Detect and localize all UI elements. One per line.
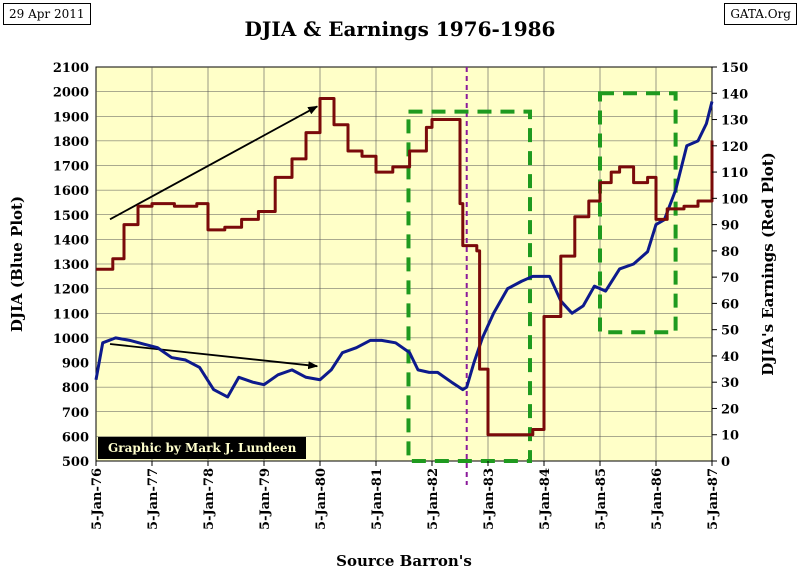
y2-tick-label: 40 bbox=[721, 350, 739, 365]
y-tick-label: 1800 bbox=[53, 135, 89, 150]
y-tick-label: 1500 bbox=[53, 209, 89, 224]
x-tick-label: 5-Jan-87 bbox=[706, 468, 721, 530]
x-tick-label: 5-Jan-84 bbox=[538, 468, 553, 530]
x-tick-label: 5-Jan-80 bbox=[314, 468, 329, 530]
date-stamp: 29 Apr 2011 bbox=[3, 3, 91, 25]
y-tick-label: 1700 bbox=[53, 160, 89, 175]
highlight-box bbox=[598, 91, 678, 335]
x-tick-label: 5-Jan-78 bbox=[202, 468, 217, 530]
y-tick-label: 2100 bbox=[53, 61, 89, 76]
y-tick-label: 700 bbox=[62, 406, 89, 421]
y-tick-label: 600 bbox=[62, 430, 89, 445]
y2-tick-label: 130 bbox=[721, 114, 748, 129]
y-tick-label: 1600 bbox=[53, 184, 89, 199]
djia-series-line bbox=[94, 101, 714, 399]
x-tick-label: 5-Jan-82 bbox=[426, 468, 441, 530]
y-tick-label: 800 bbox=[62, 381, 89, 396]
earnings-series-line bbox=[96, 97, 714, 437]
highlight-box bbox=[406, 109, 533, 464]
x-tick-label: 5-Jan-81 bbox=[370, 468, 385, 530]
y2-tick-label: 90 bbox=[721, 219, 739, 234]
series bbox=[94, 97, 714, 437]
y-axis-label: DJIA (Blue Plot) bbox=[8, 196, 26, 332]
y2-axis-label: DJIA's Earnings (Red Plot) bbox=[759, 152, 777, 376]
x-tick-label: 5-Jan-79 bbox=[258, 468, 273, 530]
y-tick-label: 2000 bbox=[53, 86, 89, 101]
gridlines bbox=[96, 67, 712, 461]
y2-tick-label: 20 bbox=[721, 402, 739, 417]
trend-arrow bbox=[109, 343, 319, 370]
y-tick-label: 1200 bbox=[53, 283, 89, 298]
x-tick-label: 5-Jan-85 bbox=[594, 468, 609, 530]
credit-label: Graphic by Mark J. Lundeen bbox=[98, 437, 307, 459]
y2-tick-label: 10 bbox=[721, 429, 739, 444]
y-tick-label: 1000 bbox=[53, 332, 89, 347]
trend-arrow bbox=[109, 105, 319, 221]
y2-tick-label: 70 bbox=[721, 271, 739, 286]
y2-tick-label: 120 bbox=[721, 140, 748, 155]
y2-tick-label: 140 bbox=[721, 87, 748, 102]
y-tick-label: 500 bbox=[62, 455, 89, 470]
y2-tick-label: 30 bbox=[721, 376, 739, 391]
y2-tick-label: 0 bbox=[721, 455, 730, 470]
y2-tick-label: 50 bbox=[721, 324, 739, 339]
y-tick-label: 1300 bbox=[53, 258, 89, 273]
x-tick-label: 5-Jan-86 bbox=[650, 468, 665, 530]
y2-tick-label: 150 bbox=[721, 61, 748, 76]
axes: 5006007008009001000110012001300140015001… bbox=[53, 61, 748, 530]
x-tick-label: 5-Jan-83 bbox=[482, 468, 497, 530]
y-tick-label: 900 bbox=[62, 357, 89, 372]
chart-title: DJIA & Earnings 1976-1986 bbox=[245, 17, 556, 41]
y2-tick-label: 60 bbox=[721, 297, 739, 312]
annotations bbox=[109, 67, 678, 485]
y-tick-label: 1400 bbox=[53, 233, 89, 248]
y2-tick-label: 100 bbox=[721, 192, 748, 207]
y2-tick-label: 80 bbox=[721, 245, 739, 260]
y-tick-label: 1100 bbox=[53, 307, 89, 322]
x-axis-label: Source Barron's bbox=[336, 552, 472, 570]
y-tick-label: 1900 bbox=[53, 110, 89, 125]
x-tick-label: 5-Jan-77 bbox=[146, 468, 161, 530]
x-tick-label: 5-Jan-76 bbox=[90, 468, 105, 530]
source-site: GATA.Org bbox=[724, 3, 797, 25]
y2-tick-label: 110 bbox=[721, 166, 748, 181]
